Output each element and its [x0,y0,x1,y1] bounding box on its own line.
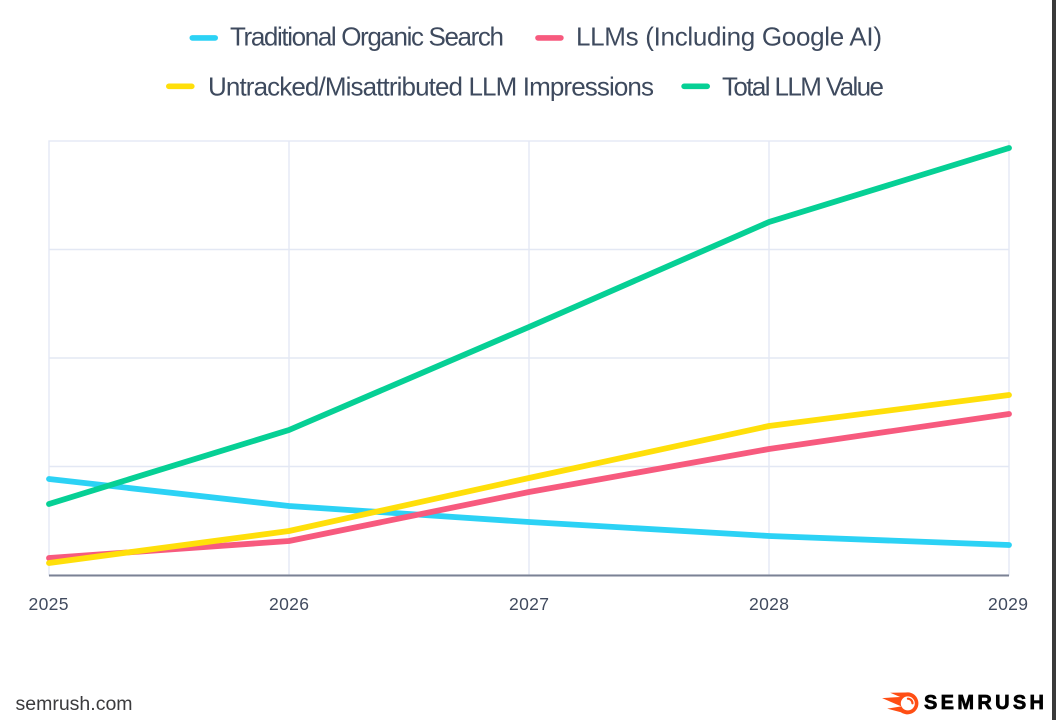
svg-text:semrush.com: semrush.com [16,693,133,715]
svg-text:Total LLM Value: Total LLM Value [722,72,884,102]
svg-text:2025: 2025 [29,594,69,614]
svg-text:Untracked/Misattributed LLM Im: Untracked/Misattributed LLM Impressions [208,72,654,102]
svg-text:Traditional Organic Search: Traditional Organic Search [230,22,504,52]
svg-text:2029: 2029 [988,594,1028,614]
svg-text:2027: 2027 [509,594,549,614]
svg-text:2028: 2028 [749,594,789,614]
svg-text:LLMs (Including Google AI): LLMs (Including Google AI) [576,22,882,52]
svg-text:2026: 2026 [269,594,309,614]
svg-text:SEMRUSH: SEMRUSH [924,692,1044,714]
